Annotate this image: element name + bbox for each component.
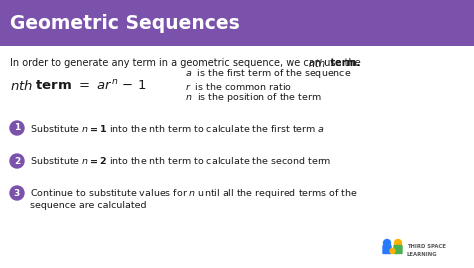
Circle shape — [10, 154, 24, 168]
Text: Continue to substitute values for $\mathit{n}$ until all the required terms of t: Continue to substitute values for $\math… — [30, 187, 358, 199]
Text: Geometric Sequences: Geometric Sequences — [10, 14, 240, 34]
Text: $\mathit{nth}$: $\mathit{nth}$ — [308, 57, 326, 69]
Text: $\mathit{a}$  is the first term of the sequence: $\mathit{a}$ is the first term of the se… — [185, 68, 352, 80]
Circle shape — [394, 240, 401, 247]
Text: In order to generate any term in a geometric sequence, we can use the: In order to generate any term in a geome… — [10, 58, 364, 68]
Text: $\mathit{nth}$: $\mathit{nth}$ — [10, 79, 33, 93]
Text: 3: 3 — [14, 188, 20, 198]
Text: 1: 1 — [14, 124, 20, 132]
Text: THIRD SPACE: THIRD SPACE — [407, 244, 446, 248]
Text: $\mathit{r}$  is the common ratio: $\mathit{r}$ is the common ratio — [185, 80, 292, 91]
Text: Substitute $\mathbf{\mathit{n}}\mathbf{= 2}$ into the nth term to calculate the : Substitute $\mathbf{\mathit{n}}\mathbf{=… — [30, 155, 331, 166]
Text: term $=$ $ar^{n}$ $-$ $1$: term $=$ $ar^{n}$ $-$ $1$ — [31, 79, 147, 93]
Circle shape — [383, 240, 391, 247]
Circle shape — [390, 248, 395, 254]
Text: $\mathit{n}$  is the position of the term: $\mathit{n}$ is the position of the term — [185, 91, 322, 105]
FancyBboxPatch shape — [383, 245, 392, 254]
Text: sequence are calculated: sequence are calculated — [30, 200, 146, 210]
Text: LEARNING: LEARNING — [407, 251, 438, 256]
FancyBboxPatch shape — [0, 0, 474, 46]
Text: term.: term. — [327, 58, 360, 68]
FancyBboxPatch shape — [393, 245, 403, 254]
Text: 2: 2 — [14, 157, 20, 166]
Circle shape — [10, 121, 24, 135]
Circle shape — [10, 186, 24, 200]
Text: Substitute $\mathbf{\mathit{n}}\mathbf{= 1}$ into the nth term to calculate the : Substitute $\mathbf{\mathit{n}}\mathbf{=… — [30, 122, 325, 133]
